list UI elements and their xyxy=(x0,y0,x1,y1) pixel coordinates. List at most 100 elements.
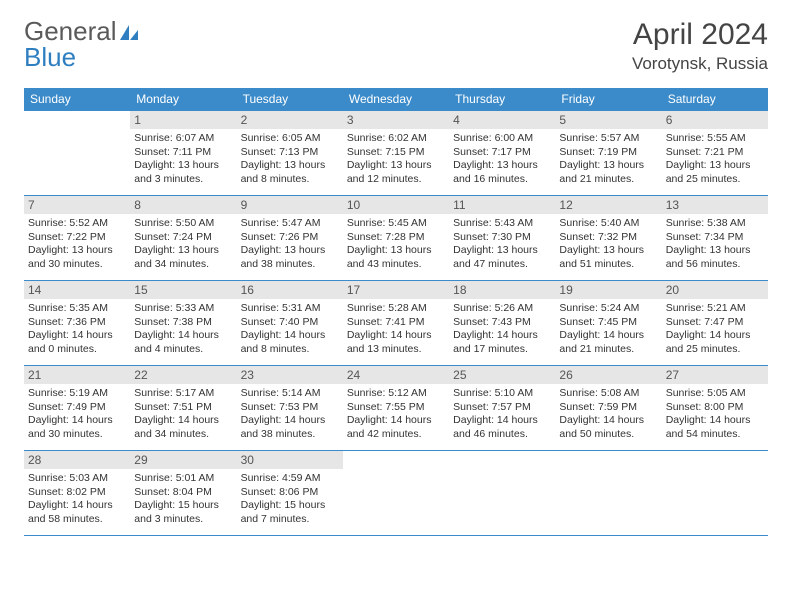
calendar-week: 14 Sunrise: 5:35 AMSunset: 7:36 PMDayligh… xyxy=(24,281,768,366)
day-details: Sunrise: 4:59 AMSunset: 8:06 PMDaylight:… xyxy=(241,472,339,527)
day-number: 13 xyxy=(662,196,768,214)
day-number: 16 xyxy=(237,281,343,299)
day-details: Sunrise: 5:43 AMSunset: 7:30 PMDaylight:… xyxy=(453,217,551,272)
day-number: 27 xyxy=(662,366,768,384)
calendar-cell: 3 Sunrise: 6:02 AMSunset: 7:15 PMDaylight… xyxy=(343,111,449,195)
day-number: 19 xyxy=(555,281,661,299)
day-details: Sunrise: 5:08 AMSunset: 7:59 PMDaylight:… xyxy=(559,387,657,442)
day-number: 8 xyxy=(130,196,236,214)
day-number: 6 xyxy=(662,111,768,129)
day-number: 28 xyxy=(24,451,130,469)
calendar-cell: 5Sunrise: 5:57 AMSunset: 7:19 PMDaylight… xyxy=(555,111,661,195)
col-sunday: Sunday xyxy=(24,88,130,111)
page-title: April 2024 xyxy=(632,18,768,52)
col-saturday: Saturday xyxy=(662,88,768,111)
day-details: Sunrise: 5:21 AMSunset: 7:47 PMDaylight:… xyxy=(666,302,764,357)
day-details: Sunrise: 5:05 AMSunset: 8:00 PMDaylight:… xyxy=(666,387,764,442)
day-number: 3 xyxy=(343,111,449,129)
day-details: Sunrise: 6:05 AMSunset: 7:13 PMDaylight:… xyxy=(241,132,339,187)
col-friday: Friday xyxy=(555,88,661,111)
day-details: Sunrise: 5:10 AMSunset: 7:57 PMDaylight:… xyxy=(453,387,551,442)
calendar-cell: 30 Sunrise: 4:59 AMSunset: 8:06 PMDayligh… xyxy=(237,451,343,535)
day-details: Sunrise: 6:07 AMSunset: 7:11 PMDaylight:… xyxy=(134,132,232,187)
calendar-cell xyxy=(343,451,449,535)
day-details: Sunrise: 5:17 AMSunset: 7:51 PMDaylight:… xyxy=(134,387,232,442)
logo: GeneralBlue xyxy=(24,18,141,70)
calendar-cell: 9Sunrise: 5:47 AMSunset: 7:26 PMDaylight… xyxy=(237,196,343,280)
calendar-cell: 15 Sunrise: 5:33 AMSunset: 7:38 PMDayligh… xyxy=(130,281,236,365)
day-details: Sunrise: 5:19 AMSunset: 7:49 PMDaylight:… xyxy=(28,387,126,442)
day-number: 15 xyxy=(130,281,236,299)
calendar-header-row: Sunday Monday Tuesday Wednesday Thursday… xyxy=(24,88,768,111)
day-details: Sunrise: 5:14 AMSunset: 7:53 PMDaylight:… xyxy=(241,387,339,442)
calendar-week: 1 Sunrise: 6:07 AMSunset: 7:11 PMDaylight… xyxy=(24,111,768,196)
calendar-cell: 19 Sunrise: 5:24 AMSunset: 7:45 PMDayligh… xyxy=(555,281,661,365)
title-block: April 2024 Vorotynsk, Russia xyxy=(632,18,768,74)
day-number: 24 xyxy=(343,366,449,384)
day-number: 1 xyxy=(130,111,236,129)
day-details: Sunrise: 5:31 AMSunset: 7:40 PMDaylight:… xyxy=(241,302,339,357)
day-details: Sunrise: 5:55 AMSunset: 7:21 PMDaylight:… xyxy=(666,132,764,187)
calendar-cell: 20 Sunrise: 5:21 AMSunset: 7:47 PMDayligh… xyxy=(662,281,768,365)
calendar-week: 28 Sunrise: 5:03 AMSunset: 8:02 PMDayligh… xyxy=(24,451,768,536)
col-thursday: Thursday xyxy=(449,88,555,111)
col-monday: Monday xyxy=(130,88,236,111)
col-tuesday: Tuesday xyxy=(237,88,343,111)
day-details: Sunrise: 5:50 AMSunset: 7:24 PMDaylight:… xyxy=(134,217,232,272)
calendar-week: 21Sunrise: 5:19 AMSunset: 7:49 PMDayligh… xyxy=(24,366,768,451)
day-details: Sunrise: 5:24 AMSunset: 7:45 PMDaylight:… xyxy=(559,302,657,357)
calendar-cell: 22 Sunrise: 5:17 AMSunset: 7:51 PMDayligh… xyxy=(130,366,236,450)
calendar-cell: 16 Sunrise: 5:31 AMSunset: 7:40 PMDayligh… xyxy=(237,281,343,365)
calendar-cell xyxy=(24,111,130,195)
calendar-cell: 23 Sunrise: 5:14 AMSunset: 7:53 PMDayligh… xyxy=(237,366,343,450)
day-details: Sunrise: 5:45 AMSunset: 7:28 PMDaylight:… xyxy=(347,217,445,272)
day-number: 22 xyxy=(130,366,236,384)
day-details: Sunrise: 5:47 AMSunset: 7:26 PMDaylight:… xyxy=(241,217,339,272)
day-number: 14 xyxy=(24,281,130,299)
calendar-cell: 2 Sunrise: 6:05 AMSunset: 7:13 PMDaylight… xyxy=(237,111,343,195)
day-number: 11 xyxy=(449,196,555,214)
col-wednesday: Wednesday xyxy=(343,88,449,111)
day-number: 12 xyxy=(555,196,661,214)
header: GeneralBlue April 2024 Vorotynsk, Russia xyxy=(0,0,792,82)
calendar-cell: 17 Sunrise: 5:28 AMSunset: 7:41 PMDayligh… xyxy=(343,281,449,365)
day-details: Sunrise: 5:28 AMSunset: 7:41 PMDaylight:… xyxy=(347,302,445,357)
day-details: Sunrise: 5:03 AMSunset: 8:02 PMDaylight:… xyxy=(28,472,126,527)
day-number: 23 xyxy=(237,366,343,384)
calendar-cell: 24Sunrise: 5:12 AMSunset: 7:55 PMDayligh… xyxy=(343,366,449,450)
day-details: Sunrise: 5:01 AMSunset: 8:04 PMDaylight:… xyxy=(134,472,232,527)
day-number: 26 xyxy=(555,366,661,384)
location-label: Vorotynsk, Russia xyxy=(632,54,768,74)
day-number: 30 xyxy=(237,451,343,469)
calendar-cell: 14 Sunrise: 5:35 AMSunset: 7:36 PMDayligh… xyxy=(24,281,130,365)
calendar-week: 7Sunrise: 5:52 AMSunset: 7:22 PMDaylight… xyxy=(24,196,768,281)
day-details: Sunrise: 5:33 AMSunset: 7:38 PMDaylight:… xyxy=(134,302,232,357)
day-details: Sunrise: 5:26 AMSunset: 7:43 PMDaylight:… xyxy=(453,302,551,357)
calendar-cell: 27 Sunrise: 5:05 AMSunset: 8:00 PMDayligh… xyxy=(662,366,768,450)
day-details: Sunrise: 5:40 AMSunset: 7:32 PMDaylight:… xyxy=(559,217,657,272)
calendar-cell: 12 Sunrise: 5:40 AMSunset: 7:32 PMDayligh… xyxy=(555,196,661,280)
calendar-body: 1 Sunrise: 6:07 AMSunset: 7:11 PMDaylight… xyxy=(24,111,768,536)
calendar-cell: 28 Sunrise: 5:03 AMSunset: 8:02 PMDayligh… xyxy=(24,451,130,535)
calendar-cell xyxy=(555,451,661,535)
calendar-cell: 10Sunrise: 5:45 AMSunset: 7:28 PMDayligh… xyxy=(343,196,449,280)
day-number: 20 xyxy=(662,281,768,299)
calendar-cell xyxy=(449,451,555,535)
calendar-cell: 7Sunrise: 5:52 AMSunset: 7:22 PMDaylight… xyxy=(24,196,130,280)
day-number: 29 xyxy=(130,451,236,469)
day-number: 17 xyxy=(343,281,449,299)
day-details: Sunrise: 6:02 AMSunset: 7:15 PMDaylight:… xyxy=(347,132,445,187)
calendar-cell: 1 Sunrise: 6:07 AMSunset: 7:11 PMDaylight… xyxy=(130,111,236,195)
calendar-cell: 26 Sunrise: 5:08 AMSunset: 7:59 PMDayligh… xyxy=(555,366,661,450)
calendar-cell: 6 Sunrise: 5:55 AMSunset: 7:21 PMDaylight… xyxy=(662,111,768,195)
day-number: 25 xyxy=(449,366,555,384)
day-details: Sunrise: 5:52 AMSunset: 7:22 PMDaylight:… xyxy=(28,217,126,272)
calendar-cell: 25 Sunrise: 5:10 AMSunset: 7:57 PMDayligh… xyxy=(449,366,555,450)
calendar-cell: 29 Sunrise: 5:01 AMSunset: 8:04 PMDayligh… xyxy=(130,451,236,535)
day-number: 5 xyxy=(555,111,661,129)
calendar-cell: 18Sunrise: 5:26 AMSunset: 7:43 PMDayligh… xyxy=(449,281,555,365)
day-details: Sunrise: 5:35 AMSunset: 7:36 PMDaylight:… xyxy=(28,302,126,357)
day-number: 2 xyxy=(237,111,343,129)
day-details: Sunrise: 6:00 AMSunset: 7:17 PMDaylight:… xyxy=(453,132,551,187)
calendar-cell xyxy=(662,451,768,535)
